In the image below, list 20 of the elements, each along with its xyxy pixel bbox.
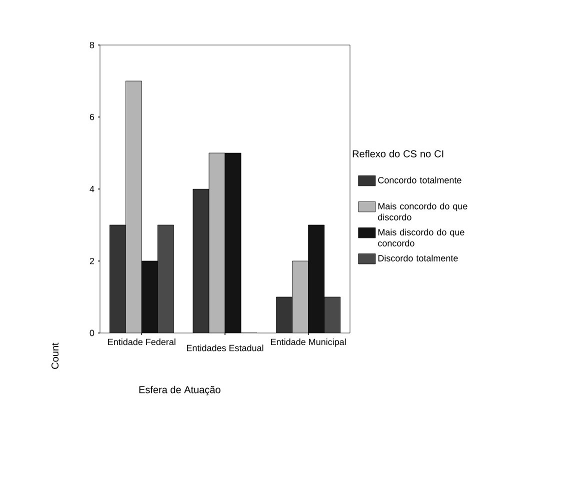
bar: [308, 224, 325, 333]
y-tick-label: 6: [90, 114, 94, 120]
legend-label: Concordo totalmente: [378, 176, 462, 184]
bar: [224, 152, 242, 333]
x-tick-label: Entidade Federal: [108, 338, 176, 346]
y-tick-label: 2: [90, 258, 94, 264]
bar: [141, 260, 158, 333]
y-tick-label: 0: [90, 330, 94, 336]
legend-title: Reflexo do CS no CI: [352, 150, 444, 158]
x-tick-label: Entidade Municipal: [271, 338, 346, 347]
y-tick-label: 4: [90, 186, 94, 192]
y-tick-label: 8: [90, 42, 94, 48]
bar: [324, 296, 341, 333]
legend-label: Mais concordo do que discordo: [378, 202, 468, 220]
y-axis-title: Count: [51, 342, 59, 369]
legend-label: Mais discordo do que concordo: [378, 228, 464, 246]
x-axis-title: Esfera de Atuação: [139, 386, 220, 396]
legend-label: Discordo totalmente: [378, 254, 458, 262]
x-tick-label: Entidades Estadual: [186, 344, 264, 352]
bar: [157, 224, 174, 333]
